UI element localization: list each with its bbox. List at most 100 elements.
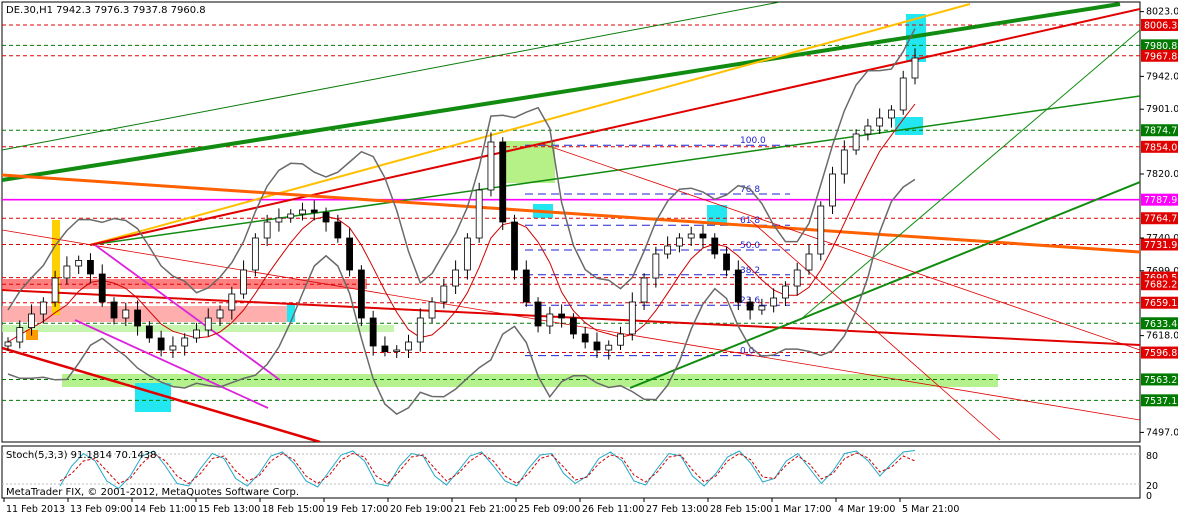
candle-body [228, 293, 236, 311]
candle-body [463, 237, 471, 271]
candle-body [711, 237, 719, 255]
candle-body [723, 253, 730, 271]
x-tick-label: 19 Feb 17:00 [326, 504, 388, 515]
candle-body [405, 341, 412, 351]
candle-body [4, 341, 12, 347]
candle-body [16, 327, 24, 343]
candle-body [817, 205, 825, 255]
candle-body [699, 233, 707, 239]
stoch-main-line [59, 450, 916, 490]
y-tick-label: 7901.0 [1146, 104, 1178, 115]
price-level-tag-bg [1141, 346, 1178, 359]
candle-body [275, 217, 283, 223]
candle-body [381, 345, 389, 352]
candle-body [346, 237, 353, 271]
stoch-y-tick-label: 20 [1146, 481, 1158, 492]
trendline-red-lower [2, 346, 321, 442]
fib-label: 50.0 [740, 241, 760, 251]
candle-body [216, 309, 224, 319]
price-level-tag-bg [1141, 238, 1178, 251]
candle-body [852, 133, 860, 151]
candle-body [28, 313, 35, 329]
candle-body [546, 313, 554, 327]
x-tick-label: 18 Feb 15:00 [262, 504, 324, 515]
candle-body [617, 333, 624, 346]
candle-body [888, 109, 895, 119]
trendline-thin-green-top [2, 2, 781, 151]
price-level-tag: 7596.8 [1144, 348, 1177, 359]
x-tick-label: 28 Feb 15:00 [710, 504, 772, 515]
price-level-tag: 7731.9 [1144, 240, 1177, 251]
candle-body [122, 309, 130, 319]
x-tick-label: 5 Mar 21:00 [902, 504, 959, 515]
x-tick-label: 21 Feb 21:00 [454, 504, 516, 515]
price-level-tag-bg [1141, 394, 1178, 407]
bar-yellow [52, 220, 60, 315]
price-level-tag-bg [1141, 212, 1178, 225]
candle-body [640, 277, 648, 303]
candle-body [782, 285, 789, 299]
candle-body [805, 253, 813, 271]
price-level-tag-bg [1141, 39, 1178, 52]
candle-body [899, 77, 907, 111]
price-level-tag: 7874.7 [1144, 126, 1177, 137]
highlight-zone-green [503, 141, 555, 183]
candle-body [428, 301, 436, 319]
candle-body [357, 269, 365, 319]
trendline-orange [2, 173, 1140, 254]
candle-body [263, 221, 271, 239]
candle-body [734, 269, 742, 303]
price-level-tag: 7659.1 [1144, 298, 1177, 309]
candle-body [628, 301, 636, 335]
candle-body [793, 269, 801, 287]
candle-body [145, 325, 153, 339]
candle-body [369, 317, 377, 347]
candle-body [581, 333, 589, 343]
stoch-y-ticks: 80 200 [1146, 451, 1158, 502]
trendline-green-mid [89, 95, 1140, 246]
price-level-tag-bg [1141, 49, 1178, 62]
x-axis-ticks: 11 Feb 2013 13 Feb 09:00 14 Feb 11:00 15 Fe… [3, 498, 959, 515]
candle-body [157, 337, 165, 351]
x-tick-label: 25 Feb 09:00 [518, 504, 580, 515]
fib-label: 38.2 [740, 266, 760, 276]
x-tick-label: 27 Feb 13:00 [646, 504, 708, 515]
candle-body [181, 337, 189, 347]
candle-body [310, 209, 318, 213]
price-level-tag-bg [1141, 18, 1178, 31]
candle-body [499, 141, 507, 223]
candle-body [911, 57, 919, 79]
candle-body [98, 273, 106, 303]
trendline-thick-green [2, 2, 1121, 182]
price-level-tag-bg [1141, 317, 1178, 330]
price-level-tag-bg [1141, 140, 1178, 153]
candle-body [664, 245, 672, 255]
highlight-cyan-6 [287, 304, 295, 322]
fib-label: 100.0 [740, 136, 766, 146]
candle-body [334, 221, 342, 239]
candle-body [416, 317, 424, 343]
candle-body [110, 301, 118, 319]
trendline-thin-red-1 [539, 142, 1140, 351]
support-zone-light-green [2, 325, 394, 332]
price-level-tag: 7537.1 [1144, 396, 1177, 407]
candle-body [75, 259, 83, 267]
candle-body [864, 125, 872, 135]
x-tick-label: 14 Feb 11:00 [134, 504, 196, 515]
candlesticks [4, 48, 919, 360]
price-level-tag-bg [1141, 296, 1178, 309]
price-level-tag: 7967.8 [1144, 51, 1177, 62]
candle-body [534, 301, 542, 327]
y-tick-label: 7618.0 [1146, 331, 1178, 342]
candle-body [87, 259, 94, 275]
price-level-tag: 7682.2 [1144, 280, 1177, 291]
trendline-magenta-1 [94, 244, 281, 381]
candle-body [829, 173, 836, 207]
y-tick-label: 7699.0 [1146, 266, 1178, 277]
stoch-y-tick-label: 0 [1146, 491, 1152, 502]
highlight-cyan-3 [895, 117, 923, 135]
candle-body [51, 277, 59, 303]
candle-body [570, 317, 577, 335]
